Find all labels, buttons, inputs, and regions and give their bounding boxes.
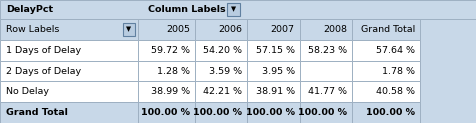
Bar: [138, 19, 194, 40]
Text: Row Labels: Row Labels: [6, 25, 59, 34]
Text: 100.00 %: 100.00 %: [245, 108, 294, 117]
Text: DelayPct: DelayPct: [6, 5, 53, 14]
Bar: [299, 40, 351, 61]
Bar: [138, 102, 194, 123]
Text: Grand Total: Grand Total: [6, 108, 68, 117]
Text: 2005: 2005: [166, 25, 189, 34]
Text: 40.58 %: 40.58 %: [375, 87, 414, 96]
Bar: [194, 19, 247, 40]
Text: Grand Total: Grand Total: [360, 25, 414, 34]
Bar: [194, 81, 247, 102]
Bar: [247, 19, 299, 40]
Text: 57.15 %: 57.15 %: [255, 46, 294, 55]
Text: 54.20 %: 54.20 %: [203, 46, 242, 55]
Text: 57.64 %: 57.64 %: [375, 46, 414, 55]
Text: ▼: ▼: [126, 26, 131, 32]
Text: 100.00 %: 100.00 %: [365, 108, 414, 117]
Text: 100.00 %: 100.00 %: [193, 108, 242, 117]
Text: 1.78 %: 1.78 %: [381, 67, 414, 76]
Text: 1 Days of Delay: 1 Days of Delay: [6, 46, 80, 55]
Bar: [351, 81, 419, 102]
Text: 2006: 2006: [218, 25, 242, 34]
Text: Column Labels: Column Labels: [148, 5, 225, 14]
Bar: [247, 102, 299, 123]
Bar: [194, 102, 247, 123]
Bar: [247, 61, 299, 81]
Text: 3.95 %: 3.95 %: [261, 67, 294, 76]
Bar: [247, 40, 299, 61]
Bar: [194, 40, 247, 61]
Text: 41.77 %: 41.77 %: [307, 87, 347, 96]
Text: 2008: 2008: [323, 25, 347, 34]
Text: 38.99 %: 38.99 %: [150, 87, 189, 96]
Text: 58.23 %: 58.23 %: [307, 46, 347, 55]
Bar: [351, 19, 419, 40]
Text: 3.59 %: 3.59 %: [209, 67, 242, 76]
Bar: [0, 102, 138, 123]
Bar: [138, 81, 194, 102]
Bar: [299, 19, 351, 40]
Bar: [0, 81, 138, 102]
Text: 38.91 %: 38.91 %: [255, 87, 294, 96]
FancyBboxPatch shape: [122, 23, 134, 36]
Bar: [247, 81, 299, 102]
Bar: [138, 61, 194, 81]
Text: 2 Days of Delay: 2 Days of Delay: [6, 67, 80, 76]
Text: ▼: ▼: [230, 7, 235, 13]
Bar: [351, 40, 419, 61]
Bar: [351, 102, 419, 123]
Bar: [0, 19, 138, 40]
Bar: [0, 61, 138, 81]
Bar: [0, 40, 138, 61]
Bar: [138, 40, 194, 61]
Bar: [0, 0, 476, 19]
Bar: [299, 61, 351, 81]
Text: 59.72 %: 59.72 %: [150, 46, 189, 55]
FancyBboxPatch shape: [226, 3, 239, 16]
Bar: [194, 61, 247, 81]
Text: 100.00 %: 100.00 %: [298, 108, 347, 117]
Text: 100.00 %: 100.00 %: [140, 108, 189, 117]
Bar: [299, 102, 351, 123]
Bar: [299, 81, 351, 102]
Text: No Delay: No Delay: [6, 87, 49, 96]
Text: 42.21 %: 42.21 %: [203, 87, 242, 96]
Text: 1.28 %: 1.28 %: [157, 67, 189, 76]
Text: 2007: 2007: [270, 25, 294, 34]
Bar: [351, 61, 419, 81]
